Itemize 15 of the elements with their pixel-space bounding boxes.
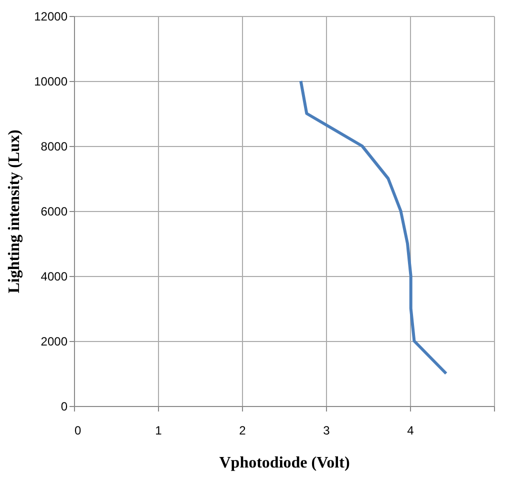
x-tick-label: 3 (323, 424, 330, 438)
x-tick-label: 0 (74, 424, 82, 438)
y-tick-label: 6000 (40, 204, 68, 218)
x-tick-label: 2 (239, 424, 246, 438)
y-tick-label: 0 (60, 400, 68, 414)
y-tick-label: 4000 (40, 270, 68, 284)
y-tick-label: 2000 (40, 334, 68, 348)
x-axis-title: Vphotodiode (Volt) (219, 454, 350, 472)
y-axis-title: Lighting intensity (Lux) (6, 130, 24, 294)
x-tick-label: 1 (155, 424, 162, 438)
x-tick-label: 4 (407, 424, 414, 438)
y-tick-label: 12000 (34, 10, 68, 24)
line-series (299, 80, 448, 375)
y-tick-label: 8000 (40, 140, 68, 154)
y-tick-label: 10000 (34, 74, 68, 88)
